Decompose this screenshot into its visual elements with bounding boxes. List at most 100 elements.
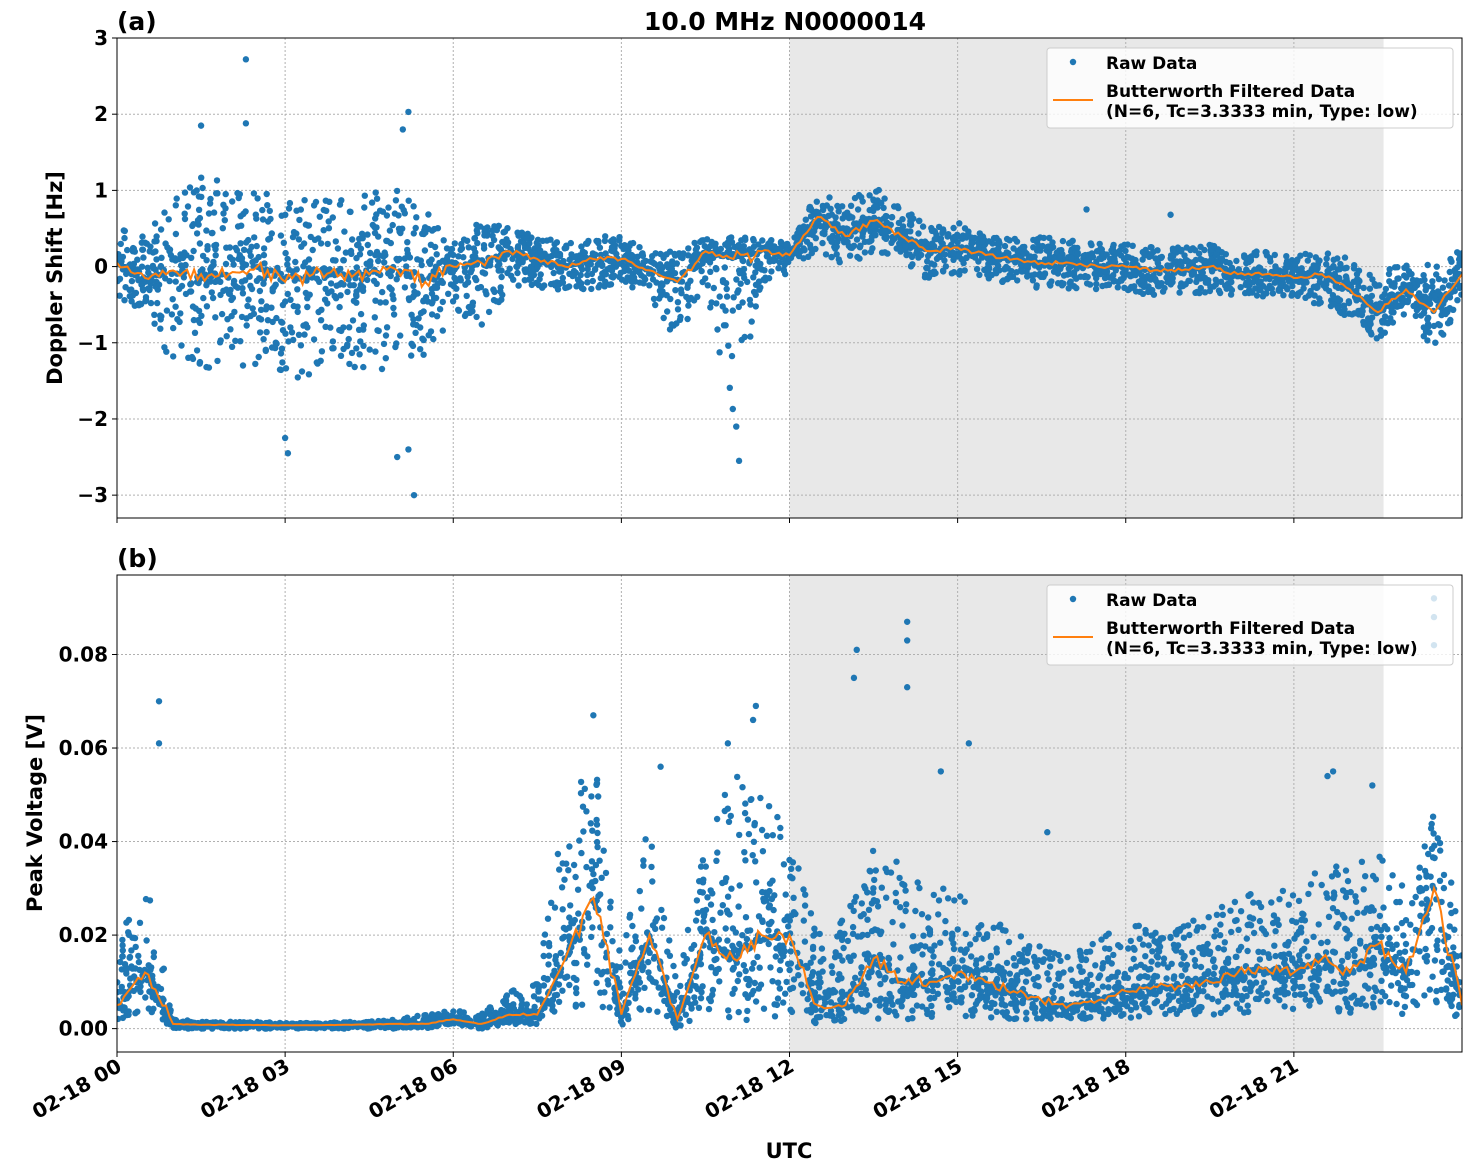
raw-data-point [430, 336, 436, 342]
raw-data-point [151, 949, 157, 955]
raw-data-point [369, 199, 375, 205]
raw-data-point [567, 902, 573, 908]
raw-data-point [566, 982, 572, 988]
raw-data-point [502, 228, 508, 234]
raw-data-point [541, 982, 547, 988]
raw-data-point [645, 959, 651, 965]
raw-data-point [316, 279, 322, 285]
raw-data-point [176, 286, 182, 292]
raw-data-point [976, 272, 982, 278]
raw-data-point [198, 122, 204, 128]
raw-data-point [166, 216, 172, 222]
raw-data-point [546, 953, 552, 959]
raw-data-point [1254, 292, 1260, 298]
raw-data-point [362, 193, 368, 199]
y-tick-label: 3 [94, 26, 108, 50]
raw-data-point [561, 877, 567, 883]
raw-data-point [413, 214, 419, 220]
raw-data-point [338, 353, 344, 359]
raw-data-point [1207, 288, 1213, 294]
raw-data-point [373, 189, 379, 195]
raw-data-point [876, 187, 882, 193]
raw-data-point [756, 287, 762, 293]
raw-data-point [180, 255, 186, 261]
raw-data-point [285, 450, 291, 456]
raw-data-point [420, 308, 426, 314]
raw-data-point [1167, 212, 1173, 218]
raw-data-point [404, 239, 410, 245]
raw-data-point [1006, 274, 1012, 280]
raw-data-point [374, 327, 380, 333]
raw-data-point [311, 336, 317, 342]
raw-data-point [714, 816, 720, 822]
raw-data-point [537, 247, 543, 253]
raw-data-point [714, 326, 720, 332]
raw-data-point [747, 333, 753, 339]
raw-data-point [544, 976, 550, 982]
raw-data-point [462, 313, 468, 319]
raw-data-point [854, 236, 860, 242]
raw-data-point [711, 957, 717, 963]
raw-data-point [707, 269, 713, 275]
raw-data-point [142, 298, 148, 304]
raw-data-point [333, 238, 339, 244]
raw-data-point [229, 257, 235, 263]
raw-data-point [598, 971, 604, 977]
raw-data-point [291, 303, 297, 309]
raw-data-point [253, 215, 259, 221]
raw-data-point [481, 229, 487, 235]
raw-data-point [473, 277, 479, 283]
raw-data-point [556, 981, 562, 987]
raw-data-point [198, 313, 204, 319]
raw-data-point [891, 203, 897, 209]
raw-data-point [1408, 271, 1414, 277]
raw-data-point [819, 240, 825, 246]
raw-data-point [1421, 324, 1427, 330]
raw-data-point [136, 959, 142, 965]
raw-data-point [1168, 252, 1174, 258]
raw-data-point [814, 199, 820, 205]
raw-data-point [1257, 287, 1263, 293]
raw-data-point [429, 290, 435, 296]
raw-data-point [173, 231, 179, 237]
raw-data-point [212, 314, 218, 320]
raw-data-point [606, 1004, 612, 1010]
raw-data-point [244, 303, 250, 309]
raw-data-point [603, 870, 609, 876]
raw-data-point [646, 282, 652, 288]
raw-data-point [602, 279, 608, 285]
raw-data-point [379, 366, 385, 372]
raw-data-point [364, 277, 370, 283]
raw-data-point [776, 259, 782, 265]
raw-data-point [328, 288, 334, 294]
raw-data-point [182, 189, 188, 195]
raw-data-point [1060, 238, 1066, 244]
raw-data-point [306, 371, 312, 377]
raw-data-point [883, 236, 889, 242]
raw-data-point [572, 874, 578, 880]
raw-data-point [381, 341, 387, 347]
raw-data-point [198, 175, 204, 181]
raw-data-point [143, 937, 149, 943]
raw-data-point [303, 221, 309, 227]
raw-data-point [1387, 266, 1393, 272]
raw-data-point [698, 995, 704, 1001]
raw-data-point [143, 896, 149, 902]
raw-data-point [426, 259, 432, 265]
raw-data-point [716, 966, 722, 972]
raw-data-point [866, 192, 872, 198]
raw-data-point [683, 294, 689, 300]
raw-data-point [343, 249, 349, 255]
raw-data-point [321, 227, 327, 233]
raw-data-point [694, 244, 700, 250]
raw-data-point [736, 458, 742, 464]
raw-data-point [1024, 273, 1030, 279]
raw-data-point [151, 312, 157, 318]
raw-data-point [1227, 260, 1233, 266]
raw-data-point [1276, 288, 1282, 294]
raw-data-point [298, 206, 304, 212]
raw-data-point [1332, 271, 1338, 277]
raw-data-point [629, 923, 635, 929]
raw-data-point [381, 259, 387, 265]
raw-data-point [1454, 264, 1460, 270]
